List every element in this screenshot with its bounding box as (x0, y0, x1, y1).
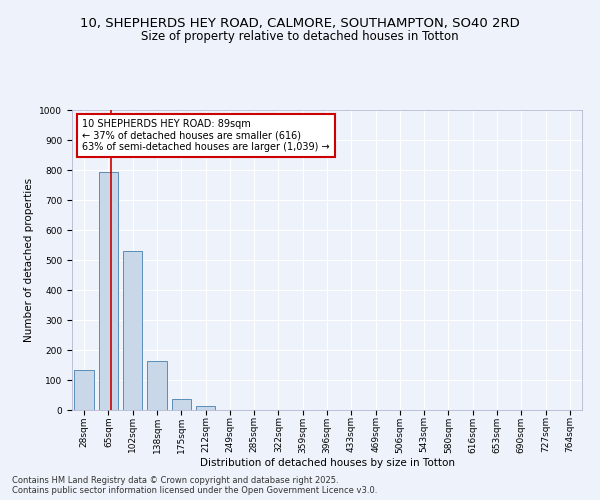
Bar (74, 370, 94, 410)
Bar (172, 399, 191, 410)
Text: 10 SHEPHERDS HEY ROAD: 89sqm
← 37% of detached houses are smaller (616)
63% of s: 10 SHEPHERDS HEY ROAD: 89sqm ← 37% of de… (82, 119, 330, 152)
Text: Contains public sector information licensed under the Open Government Licence v3: Contains public sector information licen… (12, 486, 377, 495)
Bar (196, 406, 215, 410)
Text: Size of property relative to detached houses in Totton: Size of property relative to detached ho… (141, 30, 459, 43)
Bar (99, 172, 118, 410)
Text: 10, SHEPHERDS HEY ROAD, CALMORE, SOUTHAMPTON, SO40 2RD: 10, SHEPHERDS HEY ROAD, CALMORE, SOUTHAM… (80, 18, 520, 30)
Y-axis label: Number of detached properties: Number of detached properties (24, 178, 34, 342)
Bar (123, 251, 142, 410)
Bar (147, 362, 167, 410)
X-axis label: Distribution of detached houses by size in Totton: Distribution of detached houses by size … (199, 458, 455, 468)
Text: Contains HM Land Registry data © Crown copyright and database right 2025.: Contains HM Land Registry data © Crown c… (12, 476, 338, 485)
